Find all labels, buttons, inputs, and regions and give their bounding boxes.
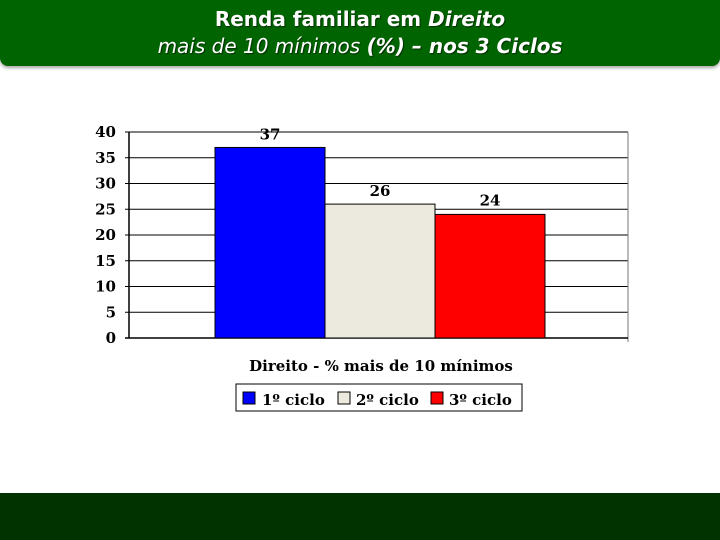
legend-label-2: 2º ciclo	[356, 391, 419, 409]
bar-2	[324, 203, 436, 339]
data-label-3: 24	[480, 191, 501, 209]
y-tick-label: 25	[95, 200, 116, 218]
legend-label-3: 3º ciclo	[449, 391, 512, 409]
title-line-2: mais de 10 mínimos (%) – nos 3 Ciclos	[0, 34, 720, 58]
data-label-2: 26	[370, 182, 391, 200]
y-tick-label: 5	[106, 303, 116, 321]
bar-chart: 0 5 10 15 20 25 30 35 40 37 26 24 Direito - % mais d…	[95, 123, 629, 412]
y-tick-label: 30	[95, 175, 116, 193]
title-line-1: Renda familiar em Direito	[0, 7, 720, 31]
legend-swatch-2	[337, 391, 351, 405]
legend-swatch-1	[242, 391, 256, 405]
legend-label-1: 1º ciclo	[262, 391, 325, 409]
title-prefix: Renda familiar em	[214, 7, 429, 31]
y-tick-label: 40	[95, 123, 116, 141]
subtitle-prefix: mais de 10 mínimos	[157, 34, 367, 58]
subtitle-suffix: (%) – nos 3 Ciclos	[366, 34, 563, 58]
bar-3	[434, 213, 546, 339]
y-tick-label: 10	[95, 278, 116, 296]
title-banner: Renda familiar em Direito mais de 10 mín…	[0, 0, 720, 66]
y-tick-label: 0	[106, 329, 116, 347]
footer-bar	[0, 493, 720, 540]
data-label-1: 37	[260, 125, 281, 143]
y-tick-label: 15	[95, 252, 116, 270]
y-tick-label: 35	[95, 149, 116, 167]
y-tick-label: 20	[95, 226, 116, 244]
legend-box	[235, 383, 523, 412]
x-axis-label: Direito - % mais de 10 mínimos	[249, 357, 513, 375]
title-course: Direito	[428, 7, 506, 31]
bar-1	[214, 146, 326, 339]
legend-swatch-3	[430, 391, 444, 405]
